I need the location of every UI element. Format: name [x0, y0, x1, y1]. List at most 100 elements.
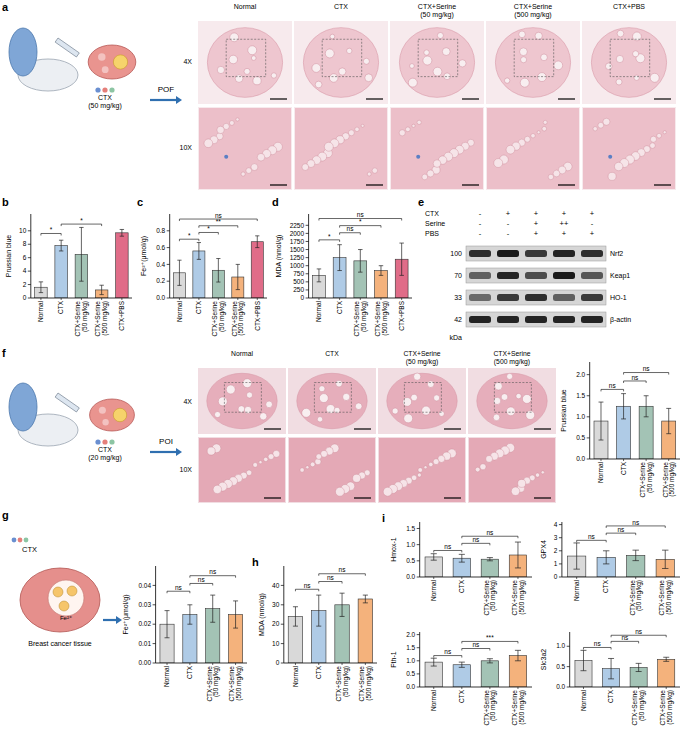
x-tick-line: (50 mg/kg) [489, 690, 497, 721]
x-tick [461, 687, 462, 689]
y-tick [153, 585, 156, 586]
histology-image [378, 368, 466, 434]
error-bar [573, 543, 579, 569]
cell [543, 120, 547, 124]
follicle [229, 55, 238, 64]
follicle [365, 74, 373, 82]
bar [481, 559, 498, 577]
y-tick [306, 225, 309, 226]
y-tick-label: 2.0 [406, 631, 415, 638]
x-tick-line: (50 mg/kg) [342, 666, 350, 697]
y-tick-label: 1 [554, 560, 558, 567]
x-tick-line: (500 mg/kg) [518, 690, 526, 725]
x-tick-line: (50 mg/kg) [218, 301, 226, 332]
cell [257, 153, 265, 161]
cell [213, 485, 221, 493]
cell [355, 127, 359, 131]
significance-label: ns [357, 211, 365, 218]
follicle [519, 31, 526, 38]
error-bar [317, 269, 321, 282]
y-tick-label: 1000 [290, 262, 305, 269]
follicle [336, 380, 343, 387]
x-tick-label: Normal [573, 579, 580, 601]
follicle [493, 414, 500, 421]
histology-image [486, 107, 580, 190]
tissue [289, 438, 375, 502]
significance-label: * [207, 225, 210, 232]
protein: Keap1 [610, 272, 630, 280]
follicle [439, 411, 444, 416]
arrow-head [176, 96, 182, 104]
cell [486, 455, 493, 462]
x-tick [61, 298, 62, 300]
cell [650, 136, 656, 142]
y-tick [306, 241, 309, 242]
image-bg [486, 21, 580, 104]
x-tick-label: CTX+Serine(50 mg/kg) [74, 301, 89, 337]
error-bar [337, 245, 341, 271]
x-tick-label: Normal [176, 300, 183, 322]
ovary [88, 45, 136, 79]
y-tick-label: 6 [23, 254, 27, 261]
y-tick [28, 244, 31, 245]
x-tick-line: Normal [163, 665, 170, 687]
x-tick-label: CTX+PBS [118, 300, 125, 330]
sign: - [507, 219, 510, 228]
image-bg [198, 21, 292, 104]
arrow-head [176, 448, 182, 456]
cell [251, 164, 258, 171]
x-axis [420, 687, 532, 688]
y-tick [28, 298, 31, 299]
y-tick-label: 0 [23, 294, 27, 301]
x-tick-label: Normal [580, 689, 587, 711]
iron-stain [224, 155, 228, 159]
header-line: CTX+Serine [418, 3, 456, 10]
panel-letter: e [418, 196, 424, 208]
follicle [424, 50, 429, 55]
y-tick [559, 577, 562, 578]
x-tick-label: CTX+Serine(50 mg/kg) [639, 462, 654, 498]
significance-bracket [606, 526, 665, 528]
y-tick [306, 289, 309, 290]
y-tick [417, 528, 420, 529]
error-bar [99, 285, 103, 294]
follicle [616, 55, 623, 62]
x-tick-line: (50 mg/kg) [81, 301, 89, 332]
y-title: Fth-1 [390, 651, 397, 667]
follicle [271, 73, 276, 78]
scale-bar [654, 98, 671, 99]
cell [598, 122, 604, 128]
follicle [516, 393, 521, 398]
error-bar [663, 657, 669, 661]
follicle [442, 48, 450, 56]
x-tick-line: CTX+PBS [398, 300, 405, 330]
y-tick [587, 395, 590, 396]
significance-label: ns [339, 566, 347, 573]
x-tick [401, 298, 402, 300]
x-tick-label: Normal [430, 579, 437, 601]
header-line: CTX+PBS [613, 3, 645, 10]
y-tick [281, 643, 284, 644]
y-tick [28, 271, 31, 272]
y-tick-label: 8 [23, 240, 27, 247]
cell [427, 170, 434, 177]
image-bg [294, 107, 388, 190]
y-tick-label: 0.6 [156, 244, 165, 251]
follicle [302, 408, 311, 417]
follicle [410, 64, 415, 69]
x-tick [101, 298, 102, 300]
x-tick [360, 298, 361, 300]
x-tick-line: CTX [458, 579, 465, 593]
y-tick [306, 281, 309, 282]
follicle [444, 73, 451, 80]
error-bar [636, 663, 642, 671]
y-tick [559, 550, 562, 551]
error-bar [293, 607, 298, 626]
error-bar [644, 396, 649, 417]
x-tick-line: (500 mg/kg) [365, 666, 373, 701]
tissue [199, 438, 285, 502]
cell [531, 133, 535, 137]
blot-strip [466, 312, 606, 327]
image-bg [390, 21, 484, 104]
drug-dot [102, 87, 107, 92]
